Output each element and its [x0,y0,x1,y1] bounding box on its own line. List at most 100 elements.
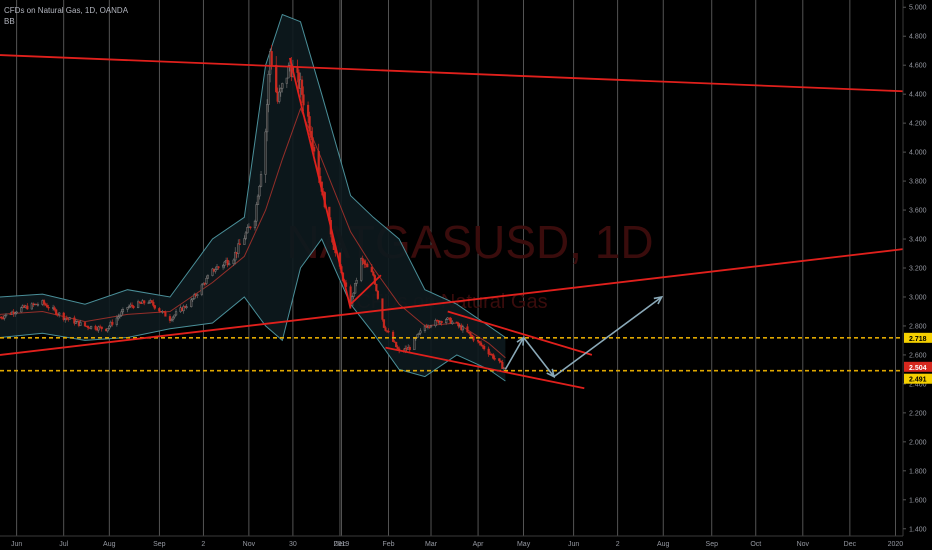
candle-body [138,301,141,304]
candle-body [120,311,123,316]
y-tick-label: 2.200 [909,410,927,417]
candle-body [108,325,111,329]
drawings-layer [0,54,904,390]
x-tick-label: Mar [425,541,438,548]
candle-body [310,131,313,138]
candle-body [306,104,310,117]
candle-body [249,226,252,229]
projection-leg [553,296,663,378]
y-tick-label: 3.000 [909,294,927,301]
upper-level-label-bg [904,332,932,343]
candle-body [15,311,18,314]
trendline [385,346,585,390]
chart-title: CFDs on Natural Gas, 1D, OANDA [4,6,129,15]
x-tick-label: 30 [289,541,297,548]
candle-body [313,147,316,152]
x-tick-label: Apr [473,541,485,548]
y-tick-label: 1.400 [909,526,927,533]
candle-body [258,186,261,197]
candle-body [259,174,263,187]
candle-body [215,266,219,270]
candle-body [164,311,167,317]
candle-body [83,322,87,327]
candle-body [455,321,458,324]
candle-body [256,195,260,205]
candle-body [416,334,419,338]
candle-body [55,309,58,315]
candle-body [74,321,77,324]
candle-body [173,314,176,318]
candle-body [423,325,427,331]
bollinger-fill [0,14,506,381]
candle-body [150,300,153,303]
y-tick-label: 4.600 [909,63,927,70]
x-tick-label: Aug [103,541,116,548]
price-axis-bg [903,0,932,550]
candle-body [467,331,471,334]
candle-body [174,311,178,316]
lower-level-label: 2.491 [909,377,927,384]
candle-body [62,312,65,320]
candle-body [481,344,484,347]
candle-body [73,317,76,324]
candle-body [171,316,175,321]
candle-body [360,258,363,281]
candle-body [264,131,267,175]
candle-body [214,269,217,272]
candle-body [361,258,364,261]
candle-body [238,243,241,245]
candle-body [223,261,226,266]
y-tick-label: 2.800 [909,323,927,330]
candle-body [47,307,50,309]
candle-body [487,348,490,355]
candle-body [152,301,155,306]
candle-body [153,305,156,309]
candle-body [253,220,257,229]
x-tick-label: Jun [11,541,22,548]
candle-body [255,204,258,222]
candle-body [483,346,486,350]
candle-body [451,321,454,324]
x-tick-label: 2 [616,541,620,548]
candle-body [479,342,483,346]
candle-body [408,347,411,350]
candle-body [211,268,214,276]
y-tick-label: 2.000 [909,439,927,446]
candle-body [267,74,270,105]
upper-level-label: 2.718 [909,336,927,343]
x-tick-label: Nov [243,541,256,548]
candle-body [190,299,193,307]
current-price-label: 2.504 [909,365,927,372]
candle-body [121,309,125,313]
candle-body [417,332,420,335]
indicator-label[interactable]: BB [4,17,15,26]
candle-body [94,325,97,330]
candle-body [193,294,196,299]
trendline [349,274,382,305]
y-tick-label: 4.400 [909,92,927,99]
candle-body [279,88,282,93]
y-tick-label: 3.200 [909,266,927,273]
projection-leg [522,337,555,378]
candle-body [143,300,146,304]
candle-body [501,362,504,369]
candle-body [44,303,47,306]
y-tick-label: 3.400 [909,237,927,244]
candle-body [170,319,173,321]
candle-body [58,312,61,315]
candle-body [266,104,269,133]
x-tick-label: Jun [568,541,579,548]
y-tick-label: 4.800 [909,34,927,41]
chart-grid [16,0,896,536]
candle-body [45,304,49,308]
candle-body [36,304,40,306]
candle-body [466,326,469,333]
y-tick-label: 4.200 [909,121,927,128]
candle-body [127,306,131,308]
candle-body [376,290,379,299]
candle-body [97,326,100,331]
candle-body [237,243,240,254]
candle-body [147,302,150,304]
bollinger-upper [0,13,506,338]
